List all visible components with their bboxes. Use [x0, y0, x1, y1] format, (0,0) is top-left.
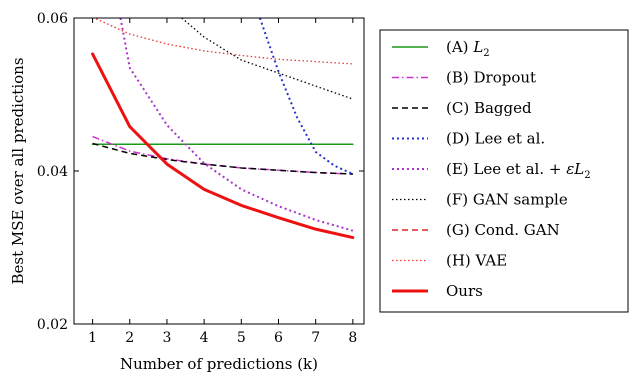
legend-label-1: (A) L2: [446, 38, 490, 59]
legend-label-6: (F) GAN sample: [446, 191, 568, 209]
legend-label-3: (C) Bagged: [446, 99, 532, 117]
y-axis-label: Best MSE over all predictions: [9, 57, 27, 284]
x-tick-label: 2: [125, 330, 134, 346]
x-tick-label: 8: [348, 330, 357, 346]
plot-frame: [73, 17, 365, 325]
plot-area: [91, 18, 355, 240]
series-line-4: [258, 18, 354, 175]
y-tick-label: 0.06: [37, 11, 68, 27]
x-tick-label: 5: [237, 330, 246, 346]
series-line-2: [92, 135, 353, 175]
x-tick-label: 6: [274, 330, 283, 346]
x-tick-label: 4: [200, 330, 209, 346]
x-tick-label: 3: [162, 330, 171, 346]
y-tick-label: 0.04: [37, 164, 68, 180]
x-tick-label: 1: [88, 330, 97, 346]
legend: (A) L2 (B) Dropout (C) Bagged (D) Lee et al…: [379, 29, 629, 313]
x-tick-label: 7: [311, 330, 320, 346]
legend-label-7: (G) Cond. GAN: [446, 221, 560, 239]
legend-label-2: (B) Dropout: [446, 69, 536, 87]
series-line-5: [119, 18, 354, 232]
legend-label-9: Ours: [446, 282, 483, 300]
axis-ticks: 1 2 3 4 5 6 7 8 0.02 0.04 0.06: [37, 11, 364, 346]
legend-box: [379, 29, 629, 313]
legend-label-8: (H) VAE: [446, 252, 507, 270]
series-line-9: [91, 52, 355, 240]
series-line-6: [181, 18, 354, 100]
y-tick-label: 0.02: [37, 317, 68, 333]
series-line-3: [92, 142, 353, 175]
series-line-8: [92, 18, 353, 65]
x-axis-label: Number of predictions (k): [120, 355, 318, 373]
legend-label-5: (E) Lee et al. + εL2: [446, 160, 591, 181]
legend-label-4: (D) Lee et al.: [446, 130, 545, 148]
